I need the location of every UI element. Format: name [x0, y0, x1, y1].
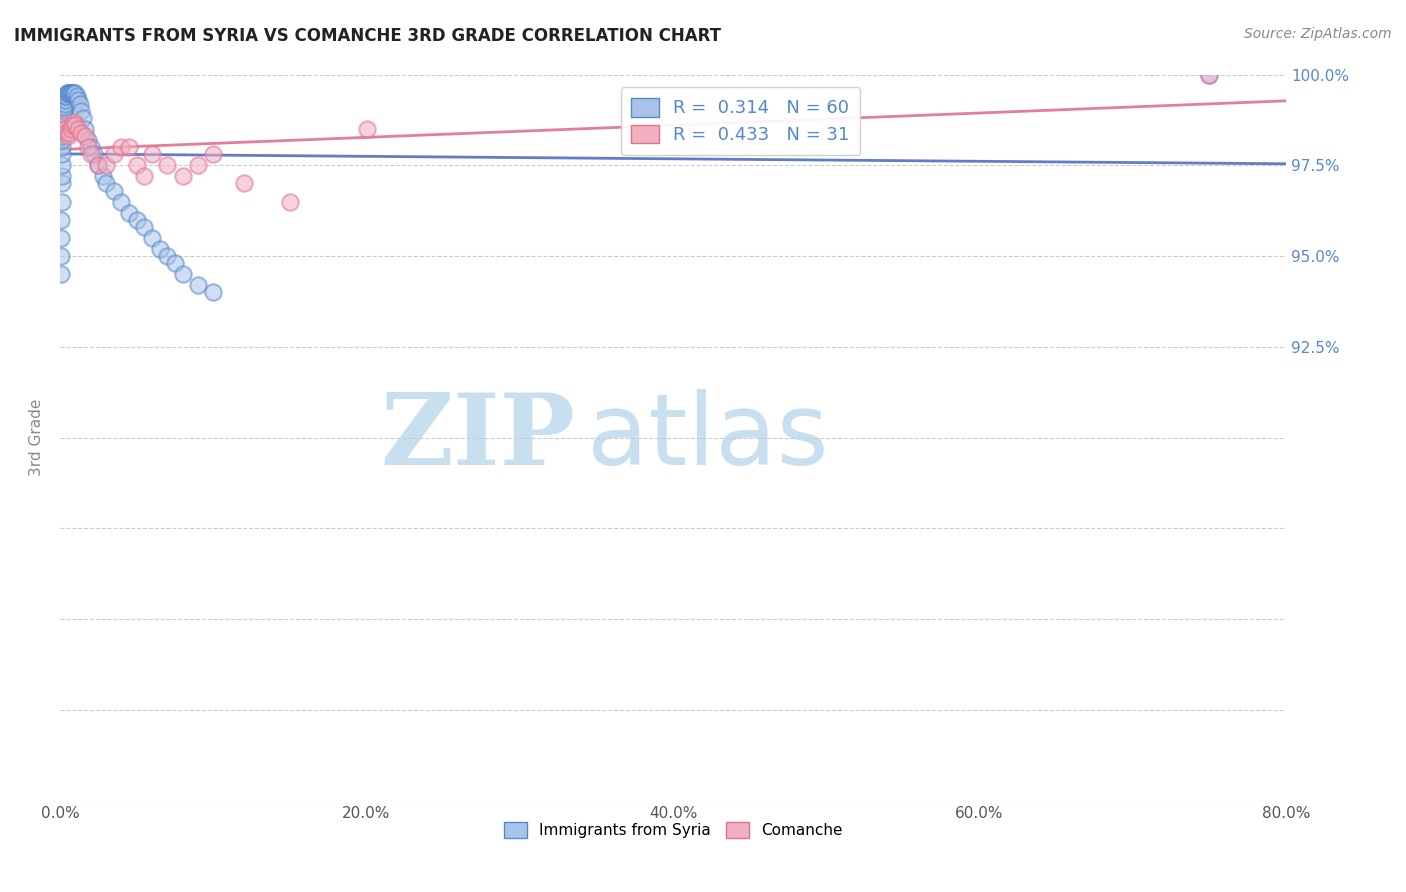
Point [49, 267, 72, 281]
Point [94, 177, 117, 191]
Point [51, 194, 73, 209]
Point [202, 147, 225, 161]
Point [51, 129, 73, 144]
Point [118, 140, 141, 154]
Point [278, 194, 301, 209]
Point [49, 249, 72, 263]
Point [60, 86, 83, 100]
Point [52, 103, 75, 118]
Point [73, 129, 96, 144]
Point [52, 119, 75, 133]
Point [141, 147, 163, 161]
Point [187, 278, 209, 293]
Point [356, 122, 378, 136]
Point [103, 184, 125, 198]
Point [232, 177, 254, 191]
Point [1198, 68, 1220, 82]
Point [52, 122, 75, 136]
Point [172, 169, 194, 184]
Legend: Immigrants from Syria, Comanche: Immigrants from Syria, Comanche [498, 816, 848, 844]
Point [65, 86, 87, 100]
Point [51, 122, 73, 136]
Point [67, 122, 90, 136]
Text: IMMIGRANTS FROM SYRIA VS COMANCHE 3RD GRADE CORRELATION CHART: IMMIGRANTS FROM SYRIA VS COMANCHE 3RD GR… [14, 27, 721, 45]
Point [58, 86, 80, 100]
Point [134, 169, 156, 184]
Point [51, 212, 73, 227]
Point [63, 114, 86, 128]
Point [172, 267, 194, 281]
Point [56, 86, 79, 100]
Point [73, 122, 96, 136]
Point [51, 177, 73, 191]
Point [141, 231, 163, 245]
Point [51, 147, 73, 161]
Point [51, 169, 73, 184]
Point [52, 111, 75, 125]
Point [69, 96, 91, 111]
Point [103, 147, 125, 161]
Point [59, 86, 82, 100]
Point [51, 133, 73, 147]
Text: Source: ZipAtlas.com: Source: ZipAtlas.com [1244, 27, 1392, 41]
Point [65, 119, 87, 133]
Point [83, 147, 105, 161]
Point [55, 89, 77, 103]
Point [79, 140, 101, 154]
Point [125, 158, 148, 172]
Point [202, 285, 225, 300]
Point [55, 126, 77, 140]
Point [118, 205, 141, 219]
Point [60, 119, 83, 133]
Point [91, 169, 114, 184]
Point [70, 103, 93, 118]
Point [87, 158, 110, 172]
Point [76, 140, 98, 154]
Point [53, 100, 76, 114]
Text: atlas: atlas [588, 389, 828, 486]
Point [52, 103, 75, 118]
Point [125, 212, 148, 227]
Point [163, 256, 186, 270]
Point [149, 242, 172, 256]
Point [56, 86, 79, 100]
Y-axis label: 3rd Grade: 3rd Grade [30, 399, 44, 476]
Point [51, 140, 73, 154]
Point [52, 119, 75, 133]
Point [56, 129, 79, 144]
Point [70, 126, 93, 140]
Point [62, 86, 84, 100]
Point [156, 158, 179, 172]
Point [134, 220, 156, 235]
Point [72, 111, 94, 125]
Point [76, 133, 98, 147]
Point [60, 86, 83, 100]
Text: ZIP: ZIP [380, 389, 575, 486]
Point [67, 93, 90, 107]
Point [1198, 68, 1220, 82]
Point [87, 158, 110, 172]
Point [53, 122, 76, 136]
Point [52, 114, 75, 128]
Point [51, 231, 73, 245]
Point [59, 122, 82, 136]
Point [94, 158, 117, 172]
Point [156, 249, 179, 263]
Point [59, 86, 82, 100]
Point [63, 86, 86, 100]
Point [110, 194, 132, 209]
Point [58, 126, 80, 140]
Point [55, 89, 77, 103]
Point [52, 107, 75, 121]
Point [58, 86, 80, 100]
Point [66, 89, 89, 103]
Point [53, 93, 76, 107]
Point [79, 147, 101, 161]
Point [53, 96, 76, 111]
Point [51, 158, 73, 172]
Point [110, 140, 132, 154]
Point [187, 158, 209, 172]
